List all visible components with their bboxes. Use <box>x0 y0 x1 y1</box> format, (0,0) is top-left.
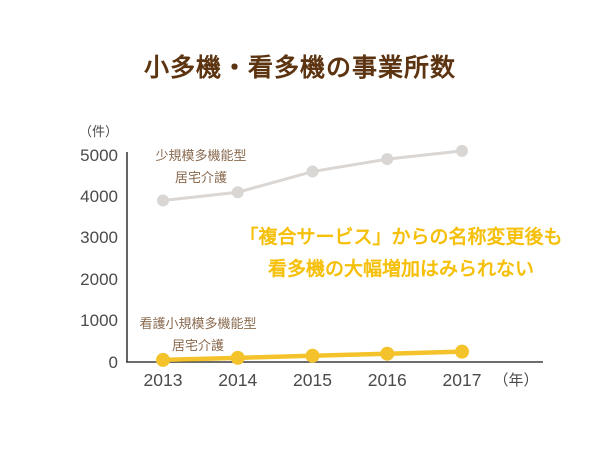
series-label-kantaki: 看護小規模多機能型 居宅介護 <box>136 313 260 357</box>
y-tick-label-5000: 5000 <box>80 145 118 165</box>
y-tick-label-4000: 4000 <box>80 186 118 206</box>
axes-lines <box>126 152 543 363</box>
annotation-callout: 「複合サービス」からの名称変更後も 看多機の大幅増加はみられない <box>234 222 568 286</box>
series-0-point-2017 <box>456 144 468 157</box>
series-1-point-2017 <box>455 344 469 359</box>
annotation-line: 「複合サービス」からの名称変更後も <box>239 227 563 248</box>
series-label-line: 居宅介護 <box>171 338 224 353</box>
x-tick-label-2015: 2015 <box>293 370 332 390</box>
page-title: 小多機・看多機の事業所数 <box>143 54 456 82</box>
series-1-point-2016 <box>380 346 395 361</box>
series-label-line: 居宅介護 <box>174 170 227 185</box>
series-0-point-2014 <box>231 186 244 199</box>
series-1-point-2013 <box>156 352 170 367</box>
series-label-line: 少規模多機能型 <box>155 148 247 163</box>
y-tick-label-2000: 2000 <box>80 269 118 289</box>
annotation-line: 看多機の大幅増加はみられない <box>267 259 534 280</box>
x-tick-label-2016: 2016 <box>367 370 407 390</box>
series-0-point-2015 <box>306 165 319 178</box>
x-tick-label-2013: 2013 <box>143 370 183 390</box>
series-0-point-2016 <box>381 153 394 166</box>
series-0-point-2013 <box>157 194 169 207</box>
x-axis-unit-label: （年） <box>493 372 539 389</box>
x-tick-label-2014: 2014 <box>218 370 258 390</box>
x-tick-label-2017: 2017 <box>442 370 482 390</box>
y-tick-label-0: 0 <box>108 352 118 372</box>
series-1-point-2014 <box>230 350 245 365</box>
series-label-shoutaki: 少規模多機能型 居宅介護 <box>140 145 262 189</box>
series-label-line: 看護小規模多機能型 <box>139 316 257 331</box>
y-axis-unit-label: （件） <box>78 124 118 139</box>
y-tick-label-3000: 3000 <box>80 228 118 248</box>
series-1-point-2015 <box>305 348 320 363</box>
y-tick-label-1000: 1000 <box>80 311 118 331</box>
